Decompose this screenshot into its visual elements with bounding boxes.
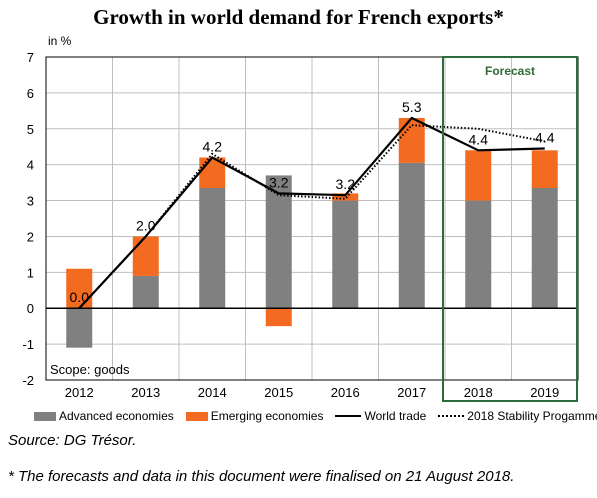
- bar-emerging: [398, 118, 425, 163]
- data-label: 0.0: [70, 289, 90, 305]
- bar-advanced: [199, 187, 226, 309]
- bar-emerging: [265, 308, 292, 327]
- chart-title: Growth in world demand for French export…: [93, 5, 504, 29]
- data-label: 4.4: [535, 130, 555, 146]
- forecast-label: Forecast: [485, 64, 535, 78]
- chart-legend: Advanced economies Emerging economies Wo…: [34, 408, 597, 424]
- bar-advanced: [66, 308, 93, 348]
- bar-emerging: [66, 268, 93, 309]
- legend-swatch-advanced: [34, 411, 56, 421]
- x-tick-label: 2013: [131, 385, 160, 400]
- bar-advanced: [465, 200, 492, 309]
- data-label: 3.2: [336, 176, 356, 192]
- bar-emerging: [332, 193, 359, 201]
- x-tick-label: 2016: [331, 385, 360, 400]
- data-label: 3.2: [269, 174, 289, 190]
- forecast-frame: [442, 56, 578, 402]
- legend-label-stability-programme: 2018 Stability Progamme: [467, 409, 597, 423]
- legend-label-advanced: Advanced economies: [59, 409, 174, 423]
- data-label: 5.3: [402, 99, 422, 115]
- bar-advanced: [265, 175, 292, 309]
- legend-item-emerging: Emerging economies: [185, 409, 324, 423]
- y-tick-label: 0: [27, 301, 34, 316]
- x-tick-label: 2014: [198, 385, 227, 400]
- y-tick-label: 1: [27, 265, 34, 280]
- y-tick-label: 3: [27, 194, 34, 209]
- x-tick-label: 2018: [464, 385, 493, 400]
- data-label: 4.4: [469, 131, 489, 147]
- bar-advanced: [398, 162, 425, 309]
- legend-label-emerging: Emerging economies: [210, 409, 324, 423]
- y-tick-label: 6: [27, 86, 34, 101]
- bar-advanced: [132, 275, 159, 309]
- y-axis-label: in %: [48, 34, 72, 48]
- data-label: 4.2: [203, 138, 223, 154]
- bar-emerging: [132, 236, 159, 276]
- x-tick-label: 2012: [65, 385, 94, 400]
- footnote: * The forecasts and data in this documen…: [8, 468, 515, 485]
- bar-advanced: [531, 187, 558, 309]
- series-line-world-trade: [78, 116, 545, 309]
- scope-note: Scope: goods: [50, 362, 130, 377]
- data-label: 2.0: [136, 217, 156, 233]
- source-note: Source: DG Trésor.: [8, 432, 137, 449]
- chart-canvas: -2 -1 0 1 2 3 4 5 6 7 in % 0.0 2.0 4.2 3.2 3.2 5.3 4.4 4.4…: [22, 34, 579, 402]
- y-tick-label: -1: [22, 337, 34, 352]
- y-tick-label: 7: [27, 50, 34, 65]
- y-tick-label: -2: [22, 373, 34, 388]
- x-tick-label: 2017: [397, 385, 426, 400]
- legend-item-stability-programme: 2018 Stability Progamme: [438, 409, 597, 423]
- legend-item-world-trade: World trade: [335, 409, 426, 423]
- legend-swatch-emerging: [185, 411, 208, 421]
- legend-item-advanced: Advanced economies: [34, 409, 174, 423]
- bar-emerging: [465, 150, 492, 201]
- legend-swatch-stability-programme: [438, 415, 465, 417]
- bar-advanced: [332, 200, 359, 309]
- y-tick-label: 2: [27, 229, 34, 244]
- x-tick-label: 2019: [530, 385, 559, 400]
- x-tick-label: 2015: [264, 385, 293, 400]
- legend-swatch-world-trade: [335, 415, 362, 417]
- y-tick-label: 4: [27, 158, 34, 173]
- legend-label-world-trade: World trade: [364, 409, 427, 423]
- y-tick-label: 5: [27, 122, 34, 137]
- bar-emerging: [531, 150, 558, 188]
